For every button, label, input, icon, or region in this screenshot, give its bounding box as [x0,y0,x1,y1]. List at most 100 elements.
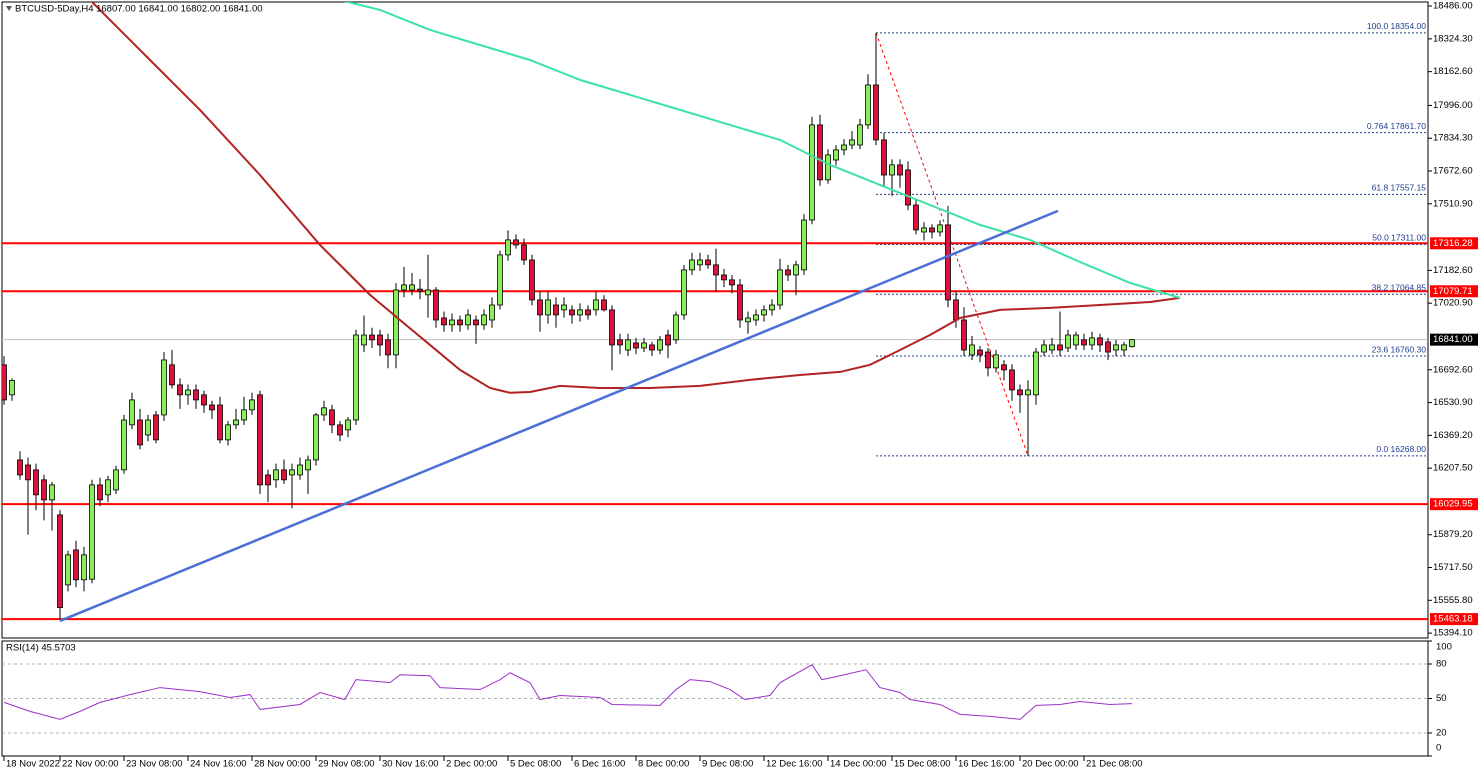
candle-body [145,419,151,436]
candle-body [577,309,583,316]
candle-body [137,419,143,446]
candle-body [297,464,303,476]
candle-body [801,219,807,271]
candle-body [689,259,695,271]
candle-body [897,164,903,176]
y-tick-label: 18486.00 [1433,1,1473,12]
candle-body [249,399,255,411]
x-tick-label: 22 Nov 00:00 [62,759,119,770]
candle-body [489,304,495,321]
candle-body [41,479,47,501]
fib-label: 61.8 17557.15 [1372,183,1427,193]
candle-body [121,419,127,471]
y-tick-label: 16530.90 [1433,397,1473,408]
candle-body [321,407,327,416]
candle-body [473,319,479,326]
candle-body [889,164,895,176]
candle-body [1081,339,1087,346]
candle-body [1113,344,1119,351]
fib-label: 0.0 16268.00 [1376,444,1426,454]
candle-body [785,269,791,276]
candle-body [817,124,823,181]
level-box [1430,285,1478,298]
candle-body [1089,337,1095,346]
candle-body [169,364,175,386]
candle-body [593,299,599,311]
candle-body [9,380,15,396]
candle-body [865,84,871,126]
y-tick-label: 17672.60 [1433,166,1473,177]
candle-body [569,309,575,316]
x-tick-label: 5 Dec 08:00 [510,759,561,770]
candle-body [1073,334,1079,346]
candle-body [97,484,103,501]
rsi-line [3,664,1133,720]
fib-label: 100.0 18354.00 [1367,21,1426,31]
candle-body [961,319,967,351]
candle-body [225,424,231,441]
candle-body [697,259,703,266]
main-plot: 100.0 18354.00 0.764 17861.70 61.8 17557.1… [2,2,1428,623]
x-tick-label: 18 Nov 2022 [6,759,60,770]
candle-body [657,339,663,351]
x-tick-label: 16 Dec 16:00 [958,759,1015,770]
current-price-label: 16841.00 [1433,334,1473,345]
candle-body [1065,334,1071,349]
y-tick-label: 15717.50 [1433,562,1473,573]
y-tick-label: 17020.90 [1433,298,1473,309]
x-tick-label: 2 Dec 00:00 [446,759,497,770]
candle-body [953,299,959,321]
level-box [1430,237,1478,250]
y-tick-label: 18324.30 [1433,33,1473,44]
candle-body [705,259,711,266]
candle-body [361,334,367,346]
candle-body [393,289,399,356]
candle-body [209,404,215,411]
candle-body [329,409,335,426]
candle-body [609,309,615,346]
candle-body [425,289,431,296]
level-box [1430,498,1478,511]
candle-body [1129,339,1135,347]
candle-body [1041,344,1047,353]
x-tick-label: 30 Nov 16:00 [382,759,439,770]
x-tick-label: 6 Dec 16:00 [574,759,625,770]
y-tick-label: 17182.60 [1433,265,1473,276]
candle-body [969,344,975,356]
y-tick-label: 16369.20 [1433,430,1473,441]
candle-body [1025,389,1031,396]
candle-body [153,414,159,441]
candle-body [561,304,567,311]
candle-body [545,299,551,316]
candle-body [57,514,63,608]
x-tick-label: 12 Dec 16:00 [766,759,823,770]
candle-body [313,414,319,461]
candle-body [945,224,951,301]
x-tick-label: 14 Dec 00:00 [830,759,887,770]
candle-body [649,344,655,351]
candle-body [753,314,759,321]
candle-body [1097,337,1103,346]
candle-body [633,342,639,349]
y-tick-label: 15555.80 [1433,595,1473,606]
rsi-tick-label: 100 [1436,642,1452,653]
candle-body [529,259,535,301]
x-tick-label: 15 Dec 08:00 [894,759,951,770]
candle-body [193,389,199,401]
candle-body [81,554,87,581]
candle-body [281,469,287,481]
candle-body [745,317,751,323]
level-label: 16029.95 [1433,499,1473,510]
fib-label: 38.2 17064.85 [1372,283,1427,293]
candle-body [417,288,423,292]
candle-body [881,139,887,176]
candle-body [441,317,447,326]
symbol-icon [6,6,12,11]
candle-body [793,264,799,276]
y-tick-label: 17834.30 [1433,133,1473,144]
candle-body [2,364,7,401]
candle-body [1049,344,1055,351]
level-label: 17316.28 [1433,238,1473,249]
candle-body [265,474,271,486]
